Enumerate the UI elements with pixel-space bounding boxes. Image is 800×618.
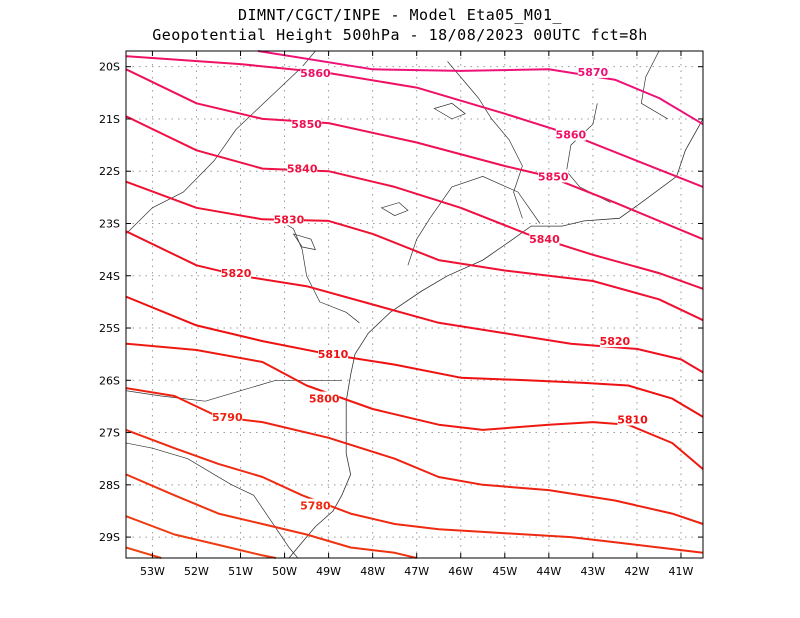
lat-tick-label: 26S (99, 374, 120, 387)
lat-tick-label: 28S (99, 479, 120, 492)
contour-label: 5820 (600, 335, 631, 348)
land-boundaries (125, 50, 704, 559)
contour-5810 (125, 295, 704, 418)
contour-label: 5810 (318, 348, 349, 361)
coastline (288, 118, 704, 559)
contour-label-bg (287, 161, 318, 175)
lat-tick-label: 21S (99, 113, 120, 126)
lon-tick-label: 44W (536, 565, 561, 578)
contour-5780 (125, 428, 704, 554)
contour-label-bg (309, 391, 340, 405)
reservoir-outline (292, 233, 316, 251)
axis-ticks: 20S 21S 22S 23S 24S 25S 26S 27S 28S 29S 53W 52W 51W 5… (99, 51, 703, 578)
reservoir-outline (433, 102, 466, 120)
lon-tick-label: 46W (448, 565, 473, 578)
contour-label: 5840 (287, 163, 318, 176)
lon-tick-label: 52W (184, 565, 209, 578)
lat-tick-label: 20S (99, 61, 120, 74)
lon-tick-label: 43W (580, 565, 605, 578)
lat-tick-label: 25S (99, 322, 120, 335)
reservoir-outline (380, 202, 409, 216)
lat-lon-grid (126, 51, 703, 558)
contour-5860 (125, 55, 704, 188)
contour-5790 (125, 387, 704, 525)
contour-label-bg (300, 65, 331, 79)
contour-label: 5850 (291, 118, 322, 131)
state-boundary (640, 50, 668, 120)
contour-label-bg (529, 232, 560, 246)
lon-tick-label: 47W (404, 565, 429, 578)
contour-5870 (257, 50, 704, 126)
state-boundary (447, 61, 523, 219)
contour-label-bg (555, 127, 586, 141)
lon-tick-label: 49W (316, 565, 341, 578)
contour-5770 (125, 473, 417, 559)
contour-label: 5790 (212, 411, 243, 424)
contour-label-bg (538, 169, 569, 183)
lat-tick-label: 27S (99, 427, 120, 440)
contour-label-bg (318, 347, 349, 361)
contour-5850 (125, 68, 704, 241)
state-boundary (275, 217, 360, 324)
lat-tick-label: 24S (99, 270, 120, 283)
contour-label: 5800 (309, 393, 340, 406)
lat-tick-label: 29S (99, 531, 120, 544)
contour-label: 5850 (538, 170, 569, 183)
contour-label-bg (617, 412, 648, 426)
contour-label-bg (599, 334, 630, 348)
height-contours (125, 50, 704, 559)
contour-label: 5840 (529, 233, 560, 246)
contour-label: 5860 (556, 129, 587, 142)
contour-label-bg (273, 212, 304, 226)
contour-5820 (125, 230, 704, 374)
state-boundary (125, 442, 299, 559)
contour-5800 (125, 342, 704, 470)
contour-labels: 5870 5860 5860 5850 5850 5840 5840 5830 5820 5820… (212, 64, 648, 513)
state-boundary (125, 379, 342, 402)
contour-label: 5820 (221, 267, 252, 280)
contour-label-bg (291, 117, 322, 131)
contour-5750 (125, 546, 162, 559)
chart-title: DIMNT/CGCT/INPE - Model Eta05_M01_ (237, 6, 563, 24)
map-frame (125, 50, 704, 559)
contour-label-bg (300, 498, 331, 512)
state-boundary (125, 50, 316, 235)
contour-label: 5830 (274, 213, 305, 226)
contour-label: 5780 (300, 500, 331, 513)
contour-5840 (125, 115, 704, 290)
lon-tick-label: 45W (492, 565, 517, 578)
contour-5760 (125, 515, 276, 559)
contour-label: 5870 (578, 66, 609, 79)
lon-tick-label: 48W (360, 565, 385, 578)
lon-tick-label: 53W (140, 565, 165, 578)
lat-tick-label: 23S (99, 217, 120, 230)
contour-5830 (125, 180, 704, 322)
state-boundary (566, 103, 611, 203)
state-boundary (407, 176, 541, 266)
contour-label-bg (577, 64, 608, 78)
lon-tick-label: 41W (669, 565, 694, 578)
lat-tick-label: 22S (99, 165, 120, 178)
chart-subtitle: Geopotential Height 500hPa - 18/08/2023 … (152, 26, 648, 44)
contour-label: 5860 (300, 67, 331, 80)
contour-label-bg (221, 266, 252, 280)
lon-tick-label: 51W (228, 565, 253, 578)
contour-label-bg (212, 409, 243, 423)
lon-tick-label: 42W (624, 565, 649, 578)
contour-label: 5810 (617, 413, 648, 426)
lon-tick-label: 50W (272, 565, 297, 578)
